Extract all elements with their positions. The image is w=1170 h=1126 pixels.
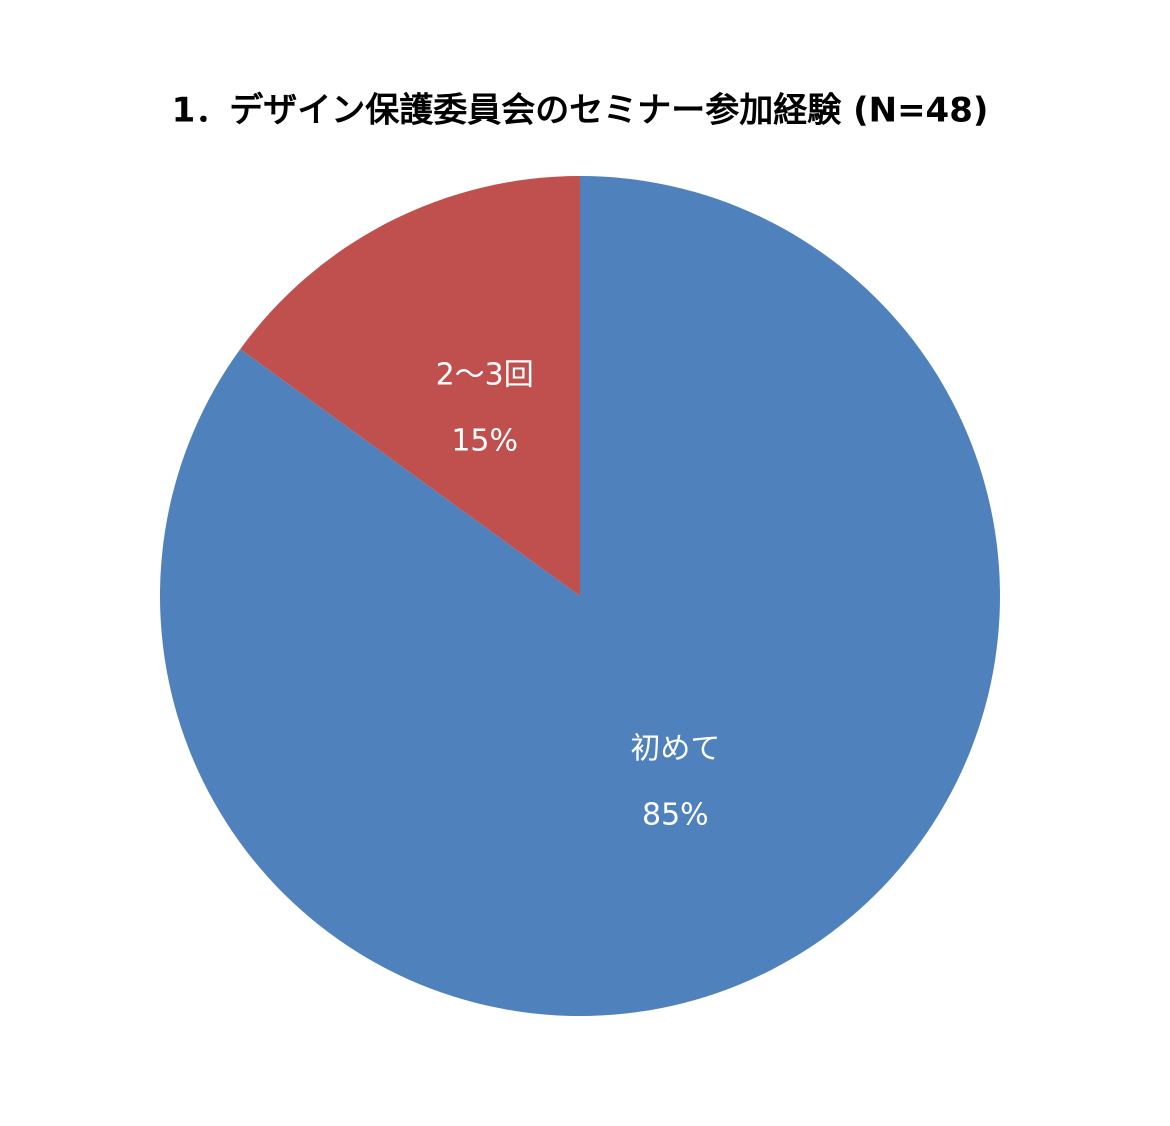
slice-value-label: 85% [642, 798, 709, 833]
slice-value-label: 15% [451, 423, 518, 458]
slice-category-label: 初めて [630, 732, 720, 767]
chart-title: 1．デザイン保護委員会のセミナー参加経験 (N=48) [172, 91, 989, 131]
slice-category-label: 2～3回 [436, 357, 534, 392]
pie-slice [240, 175, 580, 596]
